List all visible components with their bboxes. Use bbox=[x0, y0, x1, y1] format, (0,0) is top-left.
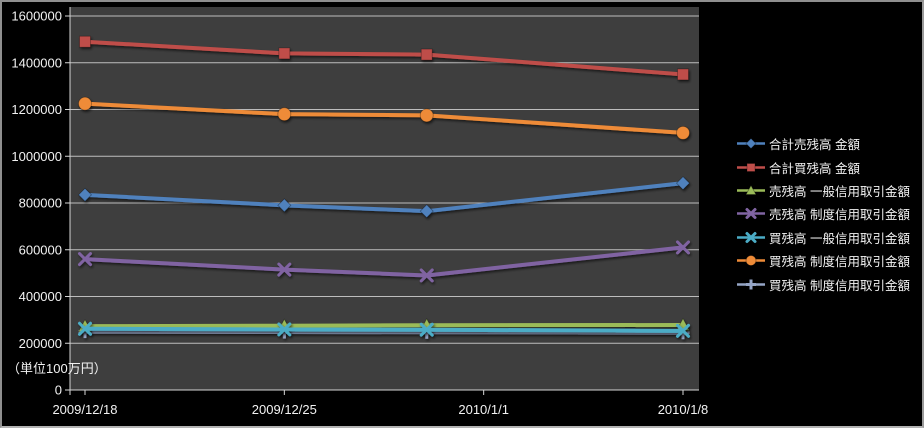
y-axis-label: 0 bbox=[55, 383, 62, 398]
legend-marker-plus-icon bbox=[737, 279, 765, 290]
series-x bbox=[78, 240, 690, 283]
data-point-circle bbox=[419, 108, 434, 123]
legend-item: 合計買残高 金額 bbox=[736, 155, 910, 178]
series-square bbox=[79, 35, 689, 81]
legend-label: 買残高 制度信用取引金額 bbox=[769, 255, 910, 270]
legend-label: 買残高 一般信用取引金額 bbox=[769, 231, 910, 246]
data-point-x bbox=[78, 252, 92, 267]
x-axis-label: 2009/12/18 bbox=[52, 402, 117, 417]
x-axis-label: 2010/1/1 bbox=[458, 402, 509, 417]
legend-marker-circle-icon bbox=[737, 255, 765, 267]
data-point-square bbox=[746, 162, 756, 172]
data-point-diamond bbox=[277, 198, 292, 213]
series-x bbox=[78, 321, 690, 338]
legend-item: 買残高 制度信用取引金額 bbox=[736, 272, 910, 295]
data-point-x bbox=[745, 231, 757, 243]
data-point-circle bbox=[277, 107, 292, 122]
y-axis-label: 800000 bbox=[19, 196, 62, 211]
legend-label: 合計売残高 金額 bbox=[769, 138, 860, 153]
series-diamond bbox=[77, 176, 691, 219]
series-line bbox=[83, 329, 685, 335]
legend-label: 合計買残高 金額 bbox=[769, 161, 860, 176]
y-axis-label: 1600000 bbox=[11, 9, 62, 24]
data-point-x bbox=[277, 262, 292, 277]
legend-marker-square-icon bbox=[737, 162, 765, 172]
legend-item: 売残高 一般信用取引金額 bbox=[736, 179, 910, 202]
data-point-x bbox=[78, 321, 92, 336]
legend-marker-triangle-icon bbox=[737, 184, 765, 195]
x-axis-label: 2009/12/25 bbox=[252, 402, 317, 417]
data-point-x bbox=[419, 322, 434, 337]
legend-marker-diamond-icon bbox=[737, 138, 765, 150]
data-point-square bbox=[420, 48, 433, 61]
series-line bbox=[83, 39, 685, 77]
data-point-x bbox=[745, 208, 757, 220]
y-axis-label: 1400000 bbox=[11, 55, 62, 70]
legend: 合計売残高 金額 合計買残高 金額売残高 一般信用取引金額 売残高 制度信用取引金額… bbox=[736, 132, 910, 296]
data-point-x bbox=[676, 323, 690, 338]
x-axis-label: 2010/1/8 bbox=[658, 402, 709, 417]
legend-marker-x-icon bbox=[737, 231, 765, 243]
data-point-circle bbox=[745, 255, 757, 267]
legend-item: 合計売残高 金額 bbox=[736, 132, 910, 155]
data-point-x bbox=[277, 322, 292, 337]
y-axis-label: 400000 bbox=[19, 289, 62, 304]
data-point-x bbox=[676, 240, 690, 255]
y-axis-label: 600000 bbox=[19, 242, 62, 257]
data-point-circle bbox=[676, 125, 690, 140]
y-axis-label: 1200000 bbox=[11, 102, 62, 117]
legend-marker-x-icon bbox=[737, 208, 765, 220]
data-point-square bbox=[677, 68, 689, 81]
data-point-circle bbox=[78, 96, 92, 111]
y-axis-label: 200000 bbox=[19, 336, 62, 351]
series-line bbox=[83, 326, 685, 333]
legend-label: 売残高 制度信用取引金額 bbox=[769, 208, 910, 223]
legend-label: 買残高 制度信用取引金額 bbox=[769, 278, 910, 293]
legend-item: 買残高 一般信用取引金額 bbox=[736, 226, 910, 249]
data-point-diamond bbox=[419, 204, 434, 219]
legend-item: 買残高 制度信用取引金額 bbox=[736, 249, 910, 272]
series-line bbox=[83, 323, 685, 329]
data-point-diamond bbox=[745, 138, 757, 150]
data-point-x bbox=[419, 268, 434, 283]
legend-item: 売残高 制度信用取引金額 bbox=[736, 202, 910, 225]
series-line bbox=[83, 101, 685, 135]
legend-label: 売残高 一般信用取引金額 bbox=[769, 184, 910, 199]
series-line bbox=[83, 181, 685, 214]
series-line bbox=[83, 245, 685, 278]
data-point-triangle bbox=[745, 184, 757, 195]
series-circle bbox=[78, 96, 690, 140]
data-point-diamond bbox=[675, 176, 691, 191]
data-point-diamond bbox=[77, 187, 93, 202]
data-point-square bbox=[278, 47, 291, 60]
unit-label: （単位100万円） bbox=[7, 361, 107, 376]
data-point-square bbox=[79, 35, 91, 48]
y-axis-label: 1000000 bbox=[11, 149, 62, 164]
